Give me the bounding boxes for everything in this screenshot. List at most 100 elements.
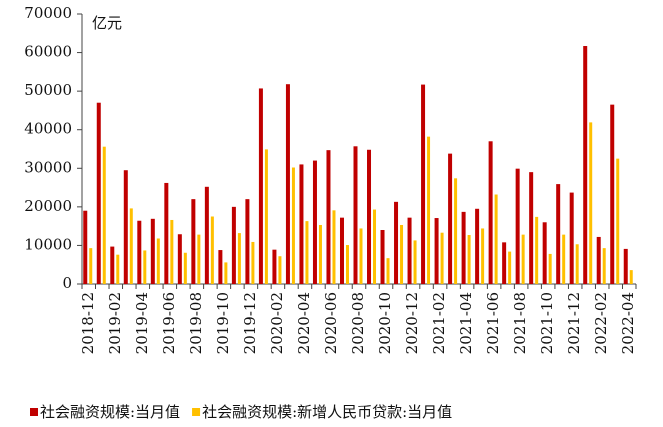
bar bbox=[521, 234, 525, 284]
y-tick-label: 10000 bbox=[24, 235, 72, 253]
bar bbox=[508, 251, 512, 284]
bar bbox=[129, 208, 133, 284]
bar bbox=[123, 170, 128, 284]
bar bbox=[562, 234, 566, 284]
bar bbox=[285, 84, 290, 284]
bar bbox=[245, 199, 250, 284]
x-tick-label: 2021-10 bbox=[538, 292, 556, 354]
bar bbox=[204, 186, 209, 284]
bar bbox=[318, 224, 322, 284]
bar bbox=[264, 149, 268, 284]
bar bbox=[380, 230, 385, 284]
bar bbox=[407, 217, 412, 284]
bar bbox=[326, 150, 331, 284]
x-tick-label: 2019-06 bbox=[160, 292, 178, 354]
y-tick-label: 40000 bbox=[24, 120, 72, 138]
bar bbox=[589, 122, 593, 284]
bar bbox=[602, 248, 606, 284]
bar bbox=[272, 249, 277, 284]
bar bbox=[312, 160, 317, 284]
x-tick-label: 2020-04 bbox=[295, 292, 313, 354]
bar bbox=[89, 248, 93, 284]
bar bbox=[386, 258, 390, 284]
bar bbox=[278, 256, 282, 284]
bar bbox=[177, 234, 182, 284]
bar bbox=[434, 218, 439, 284]
x-tick-label: 2019-08 bbox=[187, 292, 205, 354]
y-tick-label: 0 bbox=[62, 274, 72, 292]
bar bbox=[596, 236, 601, 284]
legend-label: 社会融资规模:新增人民币贷款:当月值 bbox=[202, 403, 452, 421]
legend-swatch bbox=[192, 408, 201, 416]
bar bbox=[299, 164, 304, 284]
bar bbox=[461, 211, 466, 284]
y-tick-label: 20000 bbox=[24, 197, 72, 215]
y-tick-label: 70000 bbox=[24, 4, 72, 22]
x-tick-label: 2021-02 bbox=[430, 292, 448, 354]
bar bbox=[481, 228, 485, 284]
bar bbox=[448, 153, 453, 284]
bar bbox=[373, 209, 377, 284]
x-tick-label: 2020-02 bbox=[268, 292, 286, 354]
bar bbox=[542, 222, 547, 284]
bar bbox=[427, 136, 431, 284]
x-tick-label: 2020-12 bbox=[403, 292, 421, 354]
bar bbox=[116, 254, 120, 284]
bar bbox=[488, 141, 493, 284]
bar bbox=[305, 221, 309, 284]
bar bbox=[502, 242, 507, 284]
bar bbox=[156, 238, 160, 284]
bar bbox=[224, 262, 228, 284]
bar bbox=[475, 208, 480, 284]
bar bbox=[494, 194, 498, 284]
x-tick-label: 2020-10 bbox=[376, 292, 394, 354]
y-unit: 亿元 bbox=[92, 14, 122, 32]
bar bbox=[394, 201, 399, 284]
bar bbox=[339, 217, 344, 284]
x-tick-label: 2021-08 bbox=[511, 292, 529, 354]
bar bbox=[569, 192, 574, 284]
bar bbox=[210, 216, 214, 284]
bar bbox=[629, 270, 633, 284]
x-tick-label: 2022-04 bbox=[619, 292, 637, 354]
x-tick-label: 2020-06 bbox=[322, 292, 340, 354]
bar bbox=[623, 248, 628, 284]
bar bbox=[556, 184, 561, 284]
bar bbox=[535, 216, 539, 284]
x-tick-label: 2019-10 bbox=[214, 292, 232, 354]
bar bbox=[421, 84, 426, 284]
bar bbox=[583, 46, 588, 285]
bar bbox=[102, 146, 106, 284]
bar bbox=[610, 104, 615, 285]
bar bbox=[359, 228, 363, 284]
y-tick-label: 50000 bbox=[24, 81, 72, 99]
bar bbox=[150, 218, 155, 284]
x-tick-label: 2018-12 bbox=[79, 292, 97, 354]
x-tick-label: 2022-02 bbox=[592, 292, 610, 354]
bar bbox=[353, 146, 358, 284]
x-tick-label: 2020-08 bbox=[349, 292, 367, 354]
bar bbox=[96, 102, 101, 284]
bar bbox=[291, 167, 295, 284]
bar bbox=[83, 210, 88, 284]
bar bbox=[170, 219, 174, 284]
bar bbox=[345, 245, 349, 284]
bar bbox=[197, 234, 201, 284]
bar bbox=[110, 246, 115, 284]
bar bbox=[467, 235, 471, 284]
bar bbox=[332, 210, 336, 284]
bar bbox=[183, 252, 187, 284]
bar bbox=[413, 240, 417, 284]
bar bbox=[367, 149, 372, 284]
bar bbox=[616, 158, 620, 284]
legend-swatch bbox=[30, 408, 38, 416]
bar bbox=[218, 250, 223, 284]
bar bbox=[575, 244, 579, 284]
x-tick-label: 2021-12 bbox=[565, 292, 583, 354]
bar bbox=[529, 172, 534, 284]
bar bbox=[137, 220, 142, 284]
bar bbox=[164, 182, 169, 284]
bar bbox=[454, 178, 458, 284]
